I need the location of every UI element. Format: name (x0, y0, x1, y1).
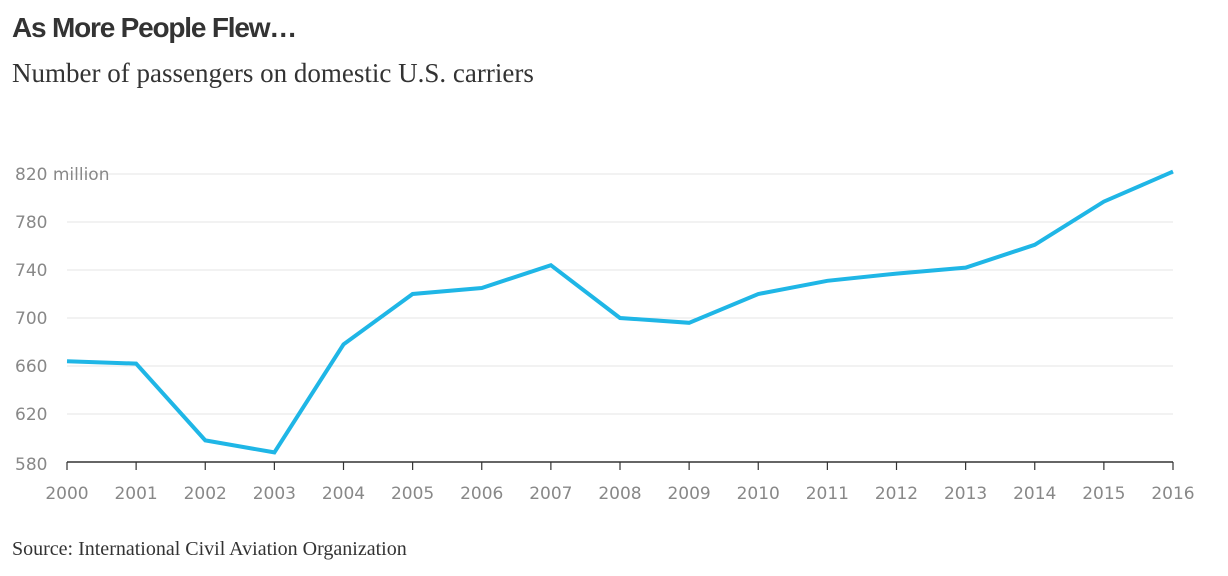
y-tick-label: 660 (15, 357, 47, 377)
x-tick-label: 2013 (944, 484, 987, 504)
x-tick-label: 2006 (460, 484, 503, 504)
y-tick-label: 820 million (15, 165, 109, 185)
y-tick-label: 780 (15, 213, 47, 233)
series-line-0 (66, 169, 1174, 455)
line-chart: 580 620 660 700 740 780 820 million 2000 2001 200… (15, 165, 1195, 504)
gridlines (67, 173, 1173, 415)
x-tick-label: 2004 (322, 484, 365, 504)
x-tick-label: 2008 (598, 484, 641, 504)
x-tick-label: 2002 (184, 484, 227, 504)
x-tick-label: 2012 (875, 484, 918, 504)
x-tick-label: 2000 (45, 484, 88, 504)
x-tick-label: 2010 (737, 484, 780, 504)
x-tick-label: 2007 (529, 484, 572, 504)
x-tick-label: 2011 (806, 484, 849, 504)
source-note: Source: International Civil Aviation Org… (12, 538, 407, 560)
x-tick-label: 2003 (253, 484, 296, 504)
x-tick-label: 2015 (1082, 484, 1125, 504)
x-tick-label: 2009 (667, 484, 710, 504)
x-tick-label: 2005 (391, 484, 434, 504)
y-tick-label: 700 (15, 309, 47, 329)
x-tick-label: 2001 (114, 484, 157, 504)
y-tick-label: 620 (15, 405, 47, 425)
chart-title: As More People Flew… (12, 12, 297, 43)
x-axis (66, 461, 1174, 470)
y-tick-label: 580 (15, 455, 47, 475)
x-tick-label: 2014 (1013, 484, 1056, 504)
y-tick-label: 740 (15, 261, 47, 281)
tick-labels: 580 620 660 700 740 780 820 million 2000 2001 200… (15, 165, 1195, 504)
series-layer (66, 169, 1174, 455)
chart-subtitle: Number of passengers on domestic U.S. ca… (12, 58, 534, 88)
x-tick-label: 2016 (1151, 484, 1194, 504)
